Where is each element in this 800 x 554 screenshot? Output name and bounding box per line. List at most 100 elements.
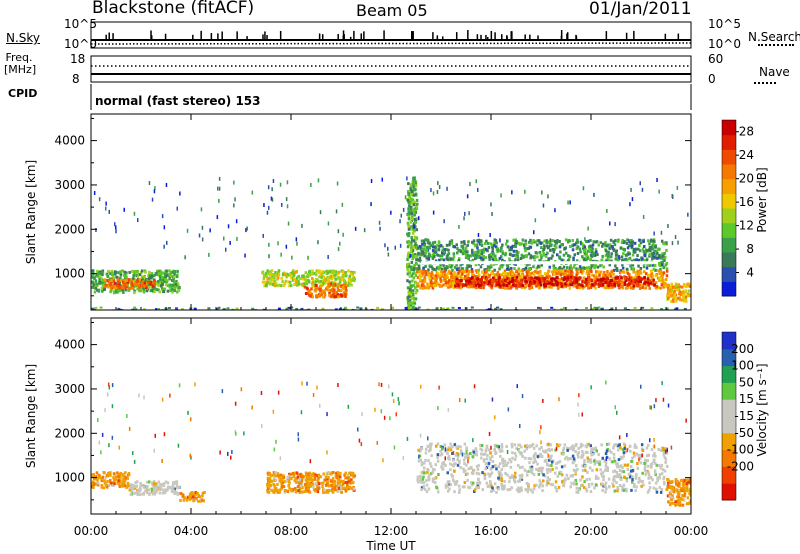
power-cell bbox=[334, 270, 337, 274]
power-cell bbox=[320, 293, 323, 296]
power-cell bbox=[422, 266, 425, 270]
power-cell bbox=[340, 278, 344, 282]
velocity-cell bbox=[586, 442, 589, 446]
power-sparse-point bbox=[267, 185, 270, 190]
power-cell bbox=[460, 240, 463, 244]
velocity-cell bbox=[485, 481, 489, 485]
power-cell bbox=[589, 266, 593, 270]
velocity-cell bbox=[307, 473, 310, 477]
power-cell bbox=[508, 252, 512, 256]
velocity-cell bbox=[345, 476, 349, 480]
power-cell bbox=[673, 285, 676, 289]
power-cell bbox=[304, 277, 307, 281]
power-cell bbox=[445, 247, 448, 251]
power-cell bbox=[515, 249, 518, 253]
power-cell bbox=[303, 277, 306, 281]
velocity-cell bbox=[543, 450, 546, 454]
velocity-cell bbox=[188, 492, 192, 496]
power-cell bbox=[679, 292, 683, 296]
power-cell bbox=[585, 253, 588, 257]
velocity-cell bbox=[486, 453, 489, 457]
power-cell bbox=[91, 269, 94, 273]
power-cell bbox=[449, 282, 453, 286]
velocity-cell bbox=[323, 478, 326, 482]
power-cell bbox=[136, 280, 140, 284]
power-cell bbox=[527, 240, 531, 244]
power-cell bbox=[144, 286, 148, 290]
velocity-cell bbox=[647, 453, 651, 457]
power-cell bbox=[501, 279, 504, 283]
power-gap-band bbox=[421, 261, 654, 265]
power-cell bbox=[653, 249, 657, 253]
power-cell bbox=[514, 238, 517, 242]
power-sparse-point bbox=[233, 180, 235, 185]
velocity-cell bbox=[508, 458, 511, 461]
power-cell bbox=[461, 267, 465, 271]
power-cell bbox=[127, 286, 131, 290]
velocity-cell bbox=[587, 483, 591, 486]
velocity-cell bbox=[352, 487, 356, 491]
velocity-cell bbox=[188, 495, 191, 499]
power-cell bbox=[410, 296, 414, 300]
power-cell bbox=[147, 277, 151, 281]
velocity-cell bbox=[118, 485, 122, 488]
power-cell bbox=[413, 243, 417, 247]
velocity-cell bbox=[267, 490, 271, 494]
velocity-cell bbox=[133, 491, 137, 495]
power-cell bbox=[412, 276, 416, 280]
power-cell bbox=[408, 307, 411, 310]
power-cell bbox=[559, 272, 562, 276]
power-sparse-point bbox=[98, 197, 101, 202]
power-cell bbox=[445, 265, 448, 268]
power-cell bbox=[551, 270, 554, 274]
power-cell bbox=[469, 277, 473, 281]
power-cell bbox=[665, 274, 669, 278]
velocity-cell bbox=[456, 455, 460, 458]
power-cell bbox=[486, 277, 489, 281]
power-cell bbox=[459, 263, 462, 267]
power-cell bbox=[592, 264, 595, 267]
power-cell bbox=[166, 289, 170, 293]
velocity-cell bbox=[530, 471, 534, 475]
power-cell bbox=[576, 252, 580, 255]
velocity-cell bbox=[147, 488, 150, 492]
power-cell bbox=[147, 274, 150, 278]
power-cell bbox=[638, 244, 641, 247]
power-cell bbox=[416, 283, 420, 287]
power-cell bbox=[133, 289, 136, 293]
power-ground-point bbox=[338, 308, 342, 310]
velocity-cell bbox=[135, 491, 138, 495]
power-sparse-point bbox=[234, 197, 236, 202]
power-cell bbox=[414, 221, 417, 225]
power-cell bbox=[406, 245, 410, 249]
power-cell bbox=[589, 259, 592, 263]
power-cell bbox=[423, 276, 426, 280]
power-cell bbox=[525, 276, 529, 280]
power-cell bbox=[676, 296, 680, 300]
velocity-cell bbox=[616, 473, 620, 477]
power-ground-point bbox=[486, 308, 490, 310]
power-cell bbox=[425, 286, 428, 290]
power-cell bbox=[630, 267, 633, 271]
velocity-cell bbox=[601, 456, 604, 460]
power-cell bbox=[169, 289, 172, 293]
power-cell bbox=[563, 247, 566, 250]
power-cell bbox=[603, 277, 606, 281]
power-cell bbox=[119, 276, 122, 280]
power-cell bbox=[553, 273, 556, 276]
power-cell bbox=[623, 248, 626, 251]
power-cell bbox=[472, 242, 475, 246]
power-sparse-point bbox=[154, 186, 156, 191]
power-cell bbox=[107, 269, 110, 273]
power-cell bbox=[407, 182, 410, 186]
velocity-cell bbox=[152, 482, 156, 486]
power-cell bbox=[437, 248, 441, 252]
velocity-cell bbox=[631, 475, 634, 479]
power-cell bbox=[609, 274, 612, 278]
power-cell bbox=[329, 282, 332, 286]
power-cell bbox=[471, 276, 474, 280]
power-cell bbox=[412, 289, 415, 293]
power-cell bbox=[449, 278, 452, 282]
velocity-cell bbox=[601, 482, 604, 486]
power-cell bbox=[411, 197, 414, 201]
